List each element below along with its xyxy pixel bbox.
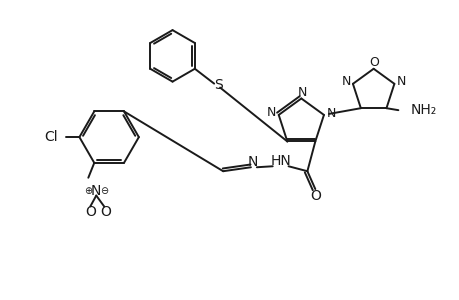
Text: $\ominus$: $\ominus$: [99, 185, 109, 196]
Text: $\oplus$: $\oplus$: [84, 185, 93, 196]
Text: N: N: [341, 75, 350, 88]
Text: N: N: [297, 86, 306, 99]
Text: N: N: [326, 107, 336, 120]
Text: N: N: [267, 106, 276, 119]
Text: N: N: [91, 184, 101, 198]
Text: N: N: [396, 75, 405, 88]
Text: NH₂: NH₂: [409, 103, 436, 117]
Text: Cl: Cl: [44, 130, 57, 144]
Text: S: S: [213, 78, 222, 92]
Text: O: O: [101, 206, 112, 219]
Text: O: O: [369, 56, 379, 69]
Text: O: O: [309, 189, 320, 203]
Text: N: N: [247, 155, 257, 169]
Text: HN: HN: [270, 154, 291, 168]
Text: O: O: [84, 206, 95, 219]
